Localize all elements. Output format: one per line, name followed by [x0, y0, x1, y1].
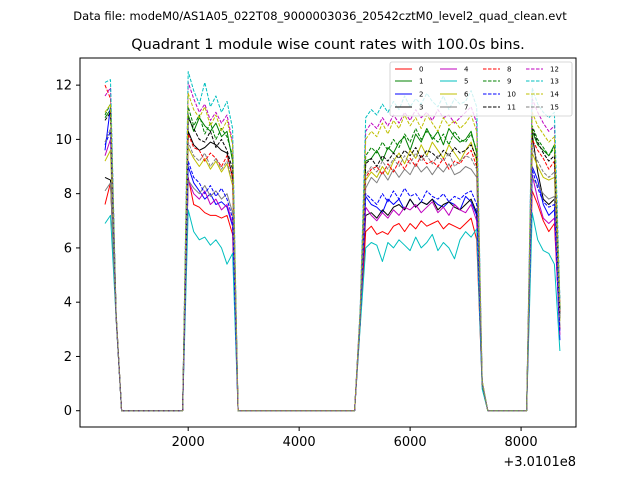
x-tick-label: 2000 — [172, 435, 205, 450]
y-tick-label: 4 — [64, 296, 72, 311]
x-axis-ticks: 2000 4000 6000 8000 — [172, 427, 538, 450]
series-layer — [104, 71, 561, 412]
legend-label-8: 8 — [507, 66, 511, 74]
x-tick-label: 8000 — [505, 435, 538, 450]
legend-label-7: 7 — [464, 104, 468, 112]
y-axis-ticks: 0 2 4 6 8 10 12 — [55, 79, 80, 419]
legend-label-5: 5 — [464, 78, 468, 86]
legend-label-1: 1 — [419, 78, 423, 86]
y-tick-label: 0 — [64, 404, 72, 419]
figure-suptitle: Data file: modeM0/AS1A05_022T08_90000030… — [73, 9, 567, 23]
legend-label-15: 15 — [550, 104, 559, 112]
legend-box — [389, 61, 573, 117]
y-tick-label: 6 — [64, 241, 72, 256]
y-tick-label: 8 — [64, 187, 72, 202]
legend-label-6: 6 — [464, 91, 469, 99]
series-line-15 — [104, 128, 561, 412]
legend-label-13: 13 — [550, 78, 559, 86]
legend-label-3: 3 — [419, 104, 423, 112]
y-tick-label: 12 — [55, 79, 72, 94]
x-tick-label: 6000 — [394, 435, 427, 450]
legend-label-12: 12 — [550, 66, 559, 74]
x-tick-label: 4000 — [283, 435, 316, 450]
legend-label-4: 4 — [464, 66, 469, 74]
legend-label-2: 2 — [419, 91, 423, 99]
y-tick-label: 2 — [64, 350, 72, 365]
y-tick-label: 10 — [55, 133, 72, 148]
legend-label-11: 11 — [507, 104, 516, 112]
legend-label-0: 0 — [419, 66, 423, 74]
chart-title: Quadrant 1 module wise count rates with … — [131, 37, 525, 53]
legend-label-10: 10 — [507, 91, 516, 99]
legend-label-14: 14 — [550, 91, 559, 99]
legend-label-9: 9 — [507, 78, 511, 86]
axes-frame — [79, 57, 577, 428]
x-axis-offset-label: +3.0101e8 — [503, 455, 576, 470]
